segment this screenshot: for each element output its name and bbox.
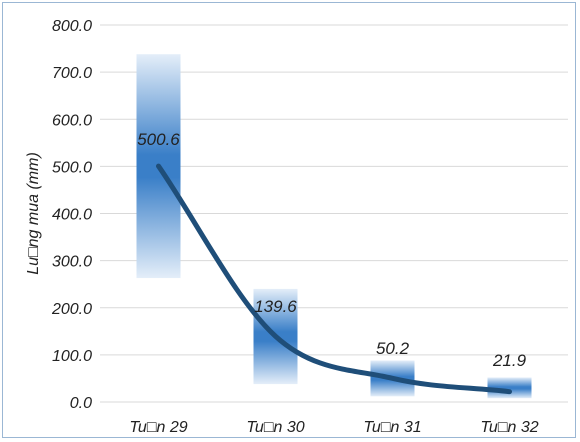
y-tick-label: 700.0 <box>52 65 92 82</box>
y-tick-label: 100.0 <box>52 348 92 365</box>
gridlines <box>100 24 568 403</box>
y-tick-label: 300.0 <box>52 254 92 271</box>
y-tick-label: 600.0 <box>52 112 92 129</box>
data-label: 21.9 <box>492 351 527 370</box>
x-tick-label: Tu□n 30 <box>246 419 304 436</box>
data-label: 139.6 <box>254 297 297 316</box>
y-axis-title: Lu□ng mua (mm) <box>25 152 42 275</box>
y-tick-label: 400.0 <box>52 207 92 224</box>
y-axis-ticks: 0.0 100.0 200.0 300.0 400.0 500.0 600.0 700.0 80… <box>51 18 92 412</box>
data-label: 50.2 <box>376 339 410 358</box>
x-axis-ticks: Tu□n 29 Tu□n 30 Tu□n 31 Tu□n 32 <box>129 419 538 436</box>
x-tick-label: Tu□n 29 <box>129 419 187 436</box>
y-tick-label: 200.0 <box>51 301 92 318</box>
data-label: 500.6 <box>137 130 180 149</box>
data-labels: 500.6 139.6 50.2 21.9 <box>137 130 526 370</box>
y-tick-label: 800.0 <box>52 18 92 35</box>
series-line <box>156 163 512 395</box>
x-tick-label: Tu□n 31 <box>363 419 421 436</box>
x-tick-label: Tu□n 32 <box>480 419 538 436</box>
series-line-layer <box>156 163 512 395</box>
y-tick-label: 0.0 <box>70 395 92 412</box>
y-tick-label: 500.0 <box>52 159 92 176</box>
